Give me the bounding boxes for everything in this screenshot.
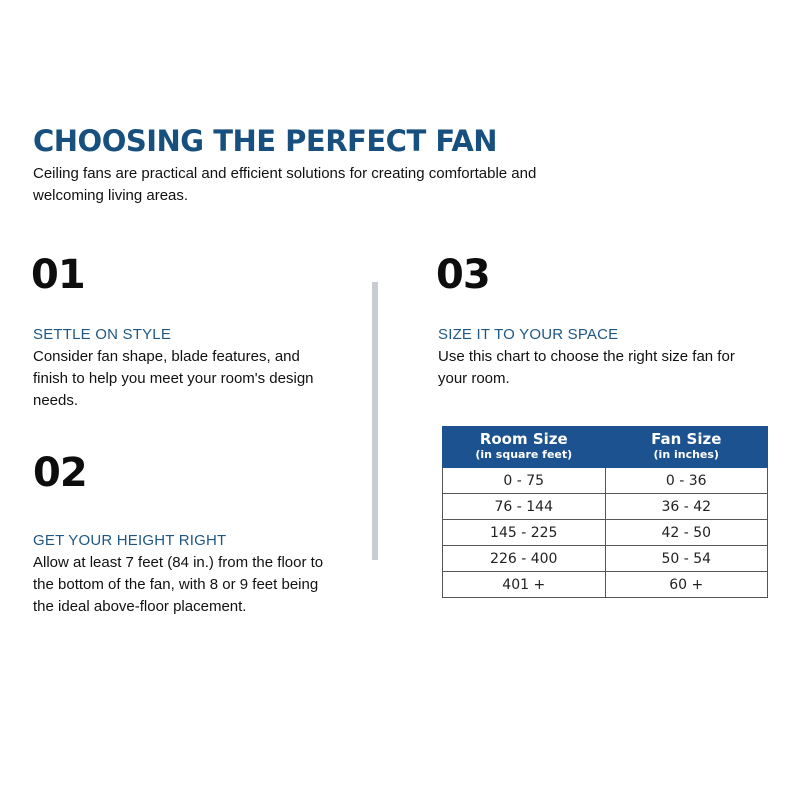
section-body-style: Consider fan shape, blade features, and …: [33, 348, 314, 409]
fan-size-cell: 50 - 54: [604, 545, 768, 572]
table-row: 76 - 144 36 - 42: [442, 493, 768, 520]
column-sublabel: (in square feet): [475, 448, 573, 461]
room-size-cell: 145 - 225: [442, 519, 606, 546]
column-sublabel: (in inches): [653, 448, 719, 461]
room-size-cell: 76 - 144: [442, 493, 606, 520]
section-body-height: Allow at least 7 feet (84 in.) from the …: [33, 554, 324, 615]
intro-text: Ceiling fans are practical and efficient…: [33, 165, 537, 204]
room-size-cell: 0 - 75: [442, 467, 606, 494]
fan-size-cell: 60 +: [604, 571, 768, 598]
column-header-fan-size: Fan Size (in inches): [604, 426, 768, 468]
table-row: 0 - 75 0 - 36: [442, 467, 768, 494]
table-row: 145 - 225 42 - 50: [442, 519, 768, 546]
section-heading-style: SETTLE ON STYLE: [33, 326, 172, 343]
fan-size-table: Room Size (in square feet) Fan Size (in …: [442, 426, 768, 598]
page-title: CHOOSING THE PERFECT FAN: [33, 124, 498, 158]
fan-size-cell: 42 - 50: [604, 519, 768, 546]
table-row: 401 +60 +: [442, 571, 768, 598]
fan-size-cell: 0 - 36: [604, 467, 768, 494]
column-header-room-size: Room Size (in square feet): [442, 426, 606, 468]
room-size-cell: 226 - 400: [442, 545, 606, 572]
column-label: Fan Size: [651, 430, 722, 448]
column-label: Room Size: [479, 430, 568, 448]
section-heading-height: GET YOUR HEIGHT RIGHT: [33, 532, 227, 549]
section-body-size: Use this chart to choose the right size …: [438, 348, 735, 387]
section-number-02: 02: [33, 450, 88, 496]
section-heading-size: SIZE IT TO YOUR SPACE: [438, 326, 619, 343]
section-number-03: 03: [436, 252, 491, 298]
fan-size-cell: 36 - 42: [604, 493, 768, 520]
column-divider: [372, 282, 378, 560]
table-row: 226 - 400 50 - 54: [442, 545, 768, 572]
room-size-cell: 401 +: [442, 571, 606, 598]
table-header-row: Room Size (in square feet) Fan Size (in …: [442, 426, 768, 468]
section-number-01: 01: [31, 252, 86, 298]
